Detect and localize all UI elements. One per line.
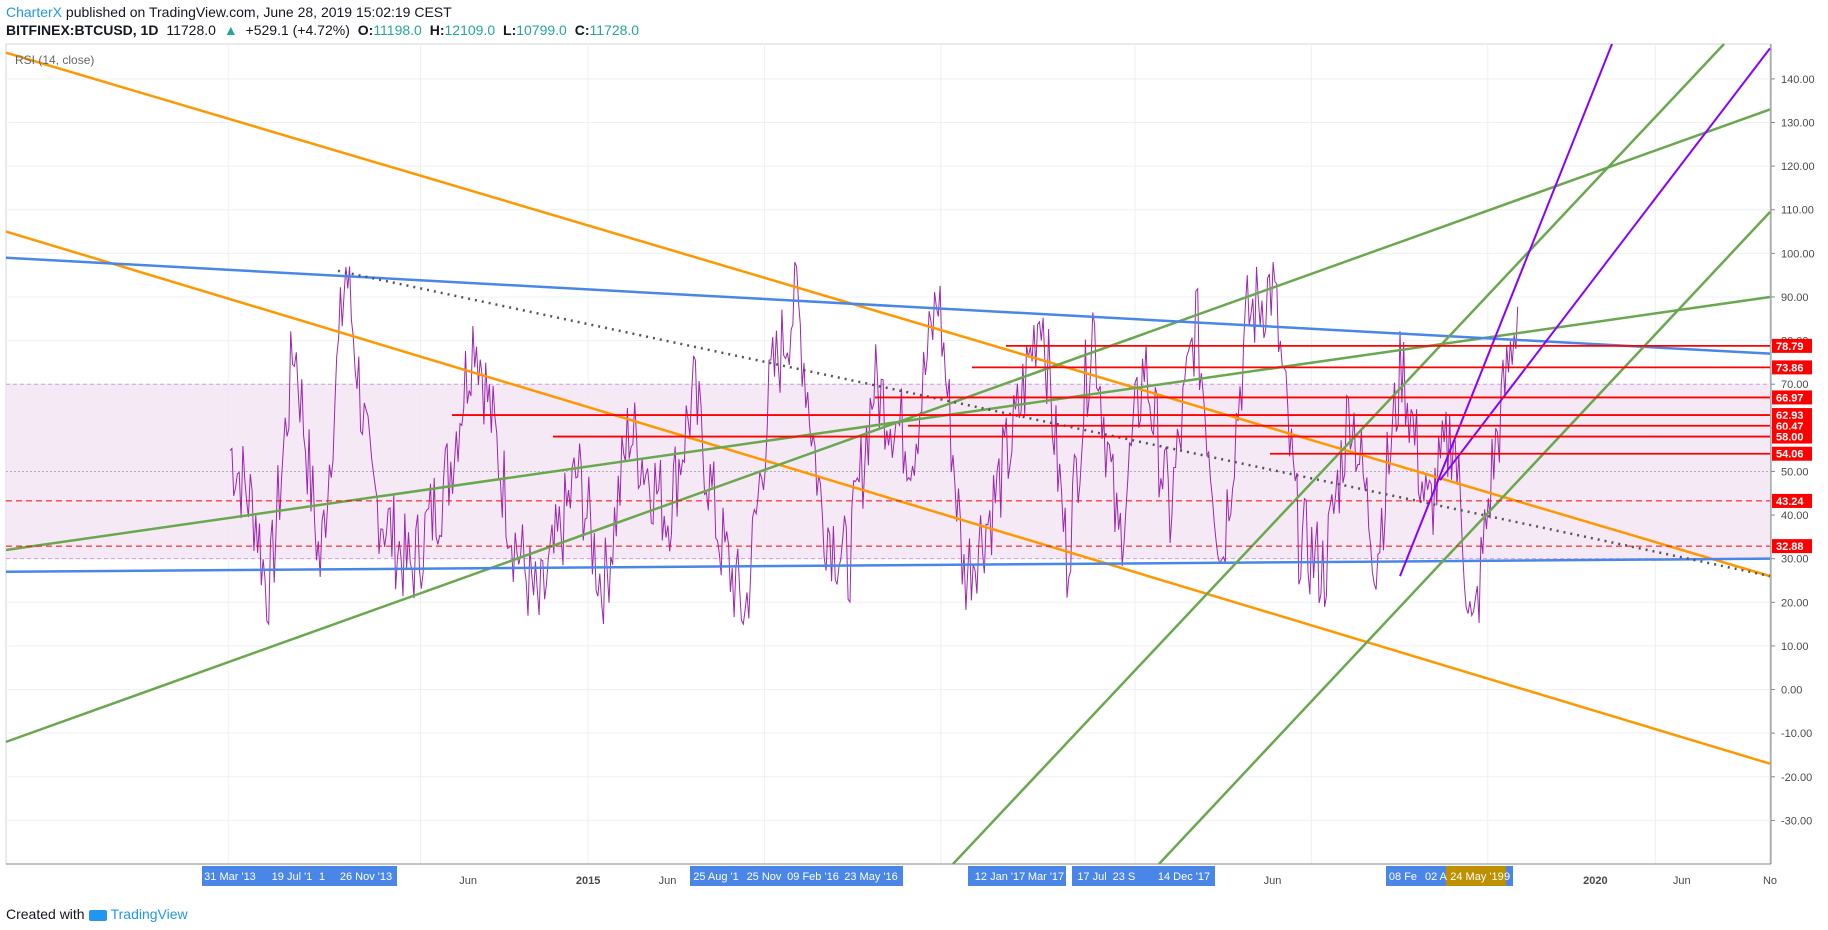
level-tag-label: 73.86 <box>1776 362 1804 374</box>
author-link[interactable]: CharterX <box>6 4 63 20</box>
last-price: 11728.0 <box>166 22 216 38</box>
y-tick-label: 90.00 <box>1781 292 1809 304</box>
date-tag-label: 09 Feb '16 <box>787 871 839 883</box>
y-tick-label: 50.00 <box>1781 466 1809 478</box>
price-change: +529.1 (+4.72%) <box>245 22 350 38</box>
tradingview-link[interactable]: TradingView <box>110 906 188 922</box>
y-tick-label: 0.00 <box>1781 685 1802 697</box>
level-tag-label: 43.24 <box>1776 496 1804 508</box>
level-tag-label: 54.06 <box>1776 449 1804 461</box>
tradingview-logo-icon <box>88 909 107 921</box>
high-label: H: <box>429 22 445 38</box>
date-tag-bar <box>202 866 397 886</box>
date-tag-label: 08 Fe <box>1389 871 1417 883</box>
x-tick-label: Jun <box>459 875 477 887</box>
close-value: 11728.0 <box>589 22 640 38</box>
close-label: C: <box>574 22 590 38</box>
level-tag <box>1772 539 1812 554</box>
level-tag <box>1772 408 1812 423</box>
trendline-green-lower <box>5 108 1771 744</box>
change-arrow-icon: ▲ <box>223 22 238 38</box>
x-tick-label: 2020 <box>1583 875 1607 887</box>
y-tick-label: 20.00 <box>1781 597 1809 609</box>
level-tag <box>1772 338 1812 353</box>
x-tick-label: No <box>1763 875 1777 887</box>
y-tick-label: 10.00 <box>1781 641 1809 653</box>
level-tag-label: 32.88 <box>1776 541 1804 553</box>
y-tick-label: 70.00 <box>1781 379 1809 391</box>
y-tick-label: 30.00 <box>1781 554 1809 566</box>
level-tag-label: 78.79 <box>1776 341 1804 353</box>
date-tag-label: Mar '17 <box>1028 871 1064 883</box>
y-tick-label: -20.00 <box>1781 772 1812 784</box>
y-tick-label: -30.00 <box>1781 815 1812 827</box>
x-tick-label: Jun <box>659 875 677 887</box>
level-tag-label: 66.97 <box>1776 392 1804 404</box>
date-tag-label: 31 Mar '13 <box>204 871 256 883</box>
x-tick-label: Jun <box>1264 875 1282 887</box>
trendline-orange-lower <box>5 230 1771 765</box>
date-tag-label: 23 S <box>1113 871 1136 883</box>
date-tag-label: 14 Dec '17 <box>1158 871 1210 883</box>
y-tick-label: 100.00 <box>1781 248 1815 260</box>
y-tick-label: 120.00 <box>1781 161 1815 173</box>
trendline-blue-top <box>5 256 1771 355</box>
date-tag-label: 19 Jul '1 <box>272 871 313 883</box>
date-tag-label: 9 <box>1504 871 1510 883</box>
level-tag <box>1772 493 1812 508</box>
date-tag-label: 25 Nov <box>747 871 782 883</box>
trendline-violet-steep <box>1399 43 1613 577</box>
level-tag <box>1772 446 1812 461</box>
date-tag-label: 02 A <box>1425 871 1448 883</box>
y-tick-label: 140.00 <box>1781 74 1815 86</box>
date-tag-active <box>1446 866 1506 886</box>
date-tag-label: 23 May '16 <box>844 871 897 883</box>
trendline-blue-bottom <box>5 557 1771 574</box>
date-tag-bar <box>690 866 903 886</box>
date-tag-bar <box>1072 866 1215 886</box>
level-tag <box>1772 429 1812 444</box>
y-tick-label: 130.00 <box>1781 118 1815 130</box>
date-tag-label: 12 Jan '17 <box>975 871 1025 883</box>
open-label: O: <box>357 22 374 38</box>
trendline-violet-shallow <box>1439 47 1771 481</box>
date-tag-label: 25 Aug '1 <box>693 871 739 883</box>
trendline-green-mid <box>5 295 1771 552</box>
low-value: 10799.0 <box>516 22 567 38</box>
high-value: 12109.0 <box>444 22 496 38</box>
date-tag-label: 17 Jul <box>1077 871 1106 883</box>
level-tag <box>1772 360 1812 375</box>
level-tag-label: 58.00 <box>1776 432 1804 444</box>
date-tag-label: 1 <box>319 871 325 883</box>
symbol-name: BITFINEX:BTCUSD, 1D <box>6 22 159 38</box>
indicator-label: RSI (14, close) <box>15 53 94 67</box>
x-tick-label: Jun <box>1673 875 1691 887</box>
date-tag-bar <box>968 866 1066 886</box>
open-value: 11198.0 <box>373 22 422 38</box>
y-tick-label: -10.00 <box>1781 728 1812 740</box>
trendline-green-steep-2 <box>1158 211 1771 865</box>
date-tag-label: 24 May '19 <box>1450 871 1503 883</box>
y-tick-label: 40.00 <box>1781 510 1809 522</box>
trendline-orange-upper <box>5 51 1771 578</box>
symbol-info: BITFINEX:BTCUSD, 1D 11728.0 ▲ +529.1 (+4… <box>6 22 643 38</box>
y-tick-label: 110.00 <box>1781 205 1814 217</box>
x-tick-label: 2015 <box>576 875 600 887</box>
rsi-line <box>229 261 1519 626</box>
date-tag-label: 26 Nov '13 <box>340 871 392 883</box>
footer: Created with TradingView <box>6 906 188 922</box>
level-tag <box>1772 390 1812 405</box>
publish-text: published on TradingView.com, June 28, 2… <box>62 4 452 20</box>
low-label: L: <box>503 22 517 38</box>
created-with-text: Created with <box>6 906 85 922</box>
level-tag <box>1772 418 1812 433</box>
publish-info: CharterX published on TradingView.com, J… <box>6 4 452 20</box>
